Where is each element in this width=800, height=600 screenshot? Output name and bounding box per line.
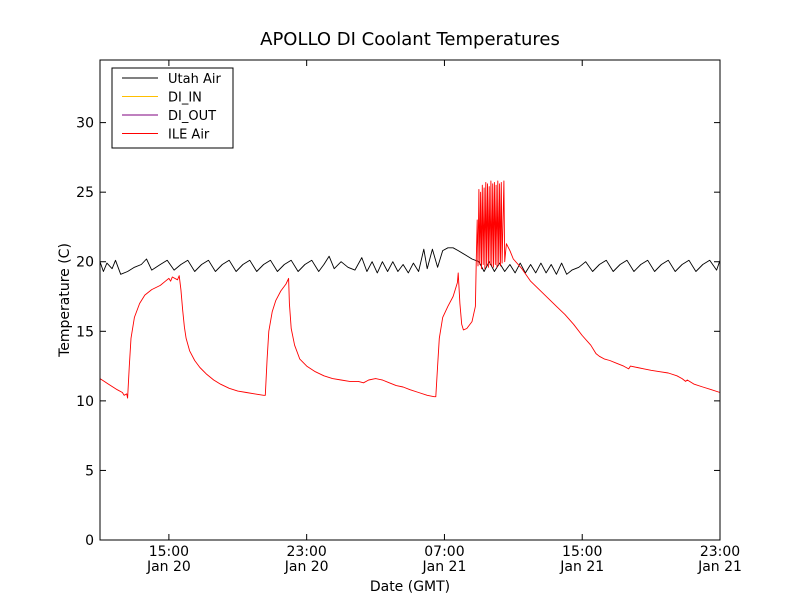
- y-tick-label: 10: [76, 394, 94, 410]
- x-tick-label-date: Jan 20: [284, 559, 329, 575]
- legend-label: DI_IN: [168, 91, 202, 106]
- y-tick-label: 15: [76, 324, 94, 340]
- series-line-ile-air: [99, 180, 721, 399]
- y-tick-label: 20: [76, 255, 94, 271]
- x-tick-label-time: 15:00: [149, 544, 189, 560]
- legend-label: DI_OUT: [168, 109, 216, 124]
- y-axis-label: Temperature (C): [57, 243, 73, 358]
- x-tick-label-date: Jan 21: [559, 559, 604, 575]
- x-tick-label-date: Jan 21: [422, 559, 467, 575]
- plot-frame: [99, 59, 721, 541]
- series-line-utah-air: [99, 247, 721, 275]
- legend: Utah Air DI_IN DI_OUT ILE Air: [111, 67, 234, 149]
- plot-lines: [99, 180, 721, 399]
- x-tick-label-time: 23:00: [700, 544, 740, 560]
- y-tick-label: 5: [85, 463, 94, 479]
- y-tick-label: 30: [76, 116, 94, 132]
- x-axis-label: Date (GMT): [370, 579, 450, 595]
- x-tick-label-date: Jan 21: [697, 559, 742, 575]
- x-tick-label-time: 15:00: [562, 544, 602, 560]
- y-tick-label: 25: [76, 185, 94, 201]
- y-tick-label: 0: [85, 533, 94, 549]
- chart-title: APOLLO DI Coolant Temperatures: [260, 29, 560, 50]
- x-tick-label-date: Jan 20: [146, 559, 191, 575]
- x-tick-label-time: 23:00: [286, 544, 326, 560]
- legend-label: ILE Air: [168, 128, 210, 143]
- legend-box: [111, 67, 234, 149]
- x-tick-label-time: 07:00: [424, 544, 464, 560]
- legend-label: Utah Air: [168, 72, 221, 87]
